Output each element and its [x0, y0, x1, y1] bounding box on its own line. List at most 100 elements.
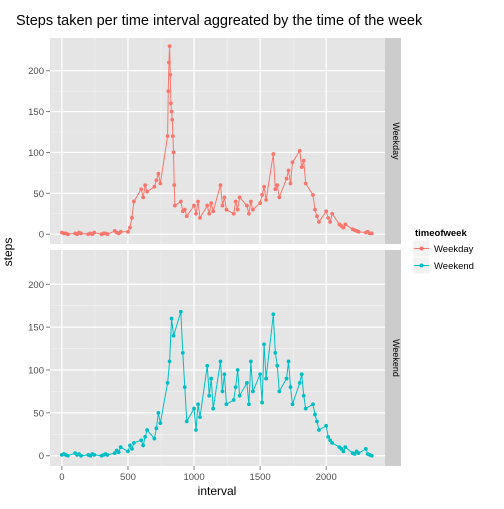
data-point-weekday: [126, 229, 130, 234]
data-point-weekday: [165, 134, 170, 138]
data-point-weekday: [167, 60, 171, 65]
y-axis-weekday-ticks: 0 50 100 150 200: [28, 66, 50, 241]
y-axis-weekend-ticks: 0 50 100 150 200: [28, 280, 50, 462]
x-axis-ticks: 0 500 1000 1500 2000: [59, 466, 337, 483]
data-point-weekday: [264, 197, 268, 202]
data-point-weekday: [172, 203, 177, 208]
data-point-weekend: [299, 372, 304, 377]
data-point-weekday: [222, 195, 227, 200]
data-point-weekday: [170, 117, 175, 122]
data-point-weekday: [192, 203, 196, 208]
data-point-weekday: [205, 203, 210, 208]
y-tick-label: 0: [39, 230, 44, 241]
data-point-weekend: [171, 333, 176, 338]
strip-weekday: [385, 38, 401, 244]
data-point-weekend: [169, 316, 174, 321]
data-point-weekday: [128, 225, 132, 230]
data-point-weekday: [172, 183, 177, 188]
data-point-weekend: [250, 389, 255, 394]
data-point-weekday: [184, 214, 189, 219]
data-point-weekend: [211, 406, 216, 411]
y-tick-label: 200: [28, 280, 44, 291]
data-point-weekend: [275, 363, 280, 368]
data-point-weekday: [118, 229, 123, 234]
data-point-weekend: [271, 312, 276, 317]
data-point-weekend: [326, 434, 331, 439]
data-point-weekend: [118, 445, 123, 450]
data-point-weekday: [284, 176, 289, 181]
data-point-weekend: [126, 449, 130, 454]
data-point-weekend: [207, 393, 212, 398]
data-point-weekend: [235, 368, 240, 372]
data-point-weekday: [65, 232, 70, 237]
data-point-weekend: [248, 359, 253, 364]
y-axis-label: steps: [1, 238, 15, 267]
data-point-weekend: [315, 419, 319, 424]
data-point-weekday: [303, 181, 308, 186]
data-point-weekday: [182, 207, 187, 212]
data-point-weekend: [218, 359, 223, 364]
data-point-weekday: [152, 184, 157, 189]
y-tick-label: 150: [28, 107, 44, 118]
data-point-weekday: [258, 201, 263, 206]
data-point-weekend: [328, 438, 333, 443]
data-point-weekday: [145, 189, 150, 194]
data-point-weekday: [330, 211, 335, 216]
data-point-weekday: [260, 193, 265, 197]
data-point-weekend: [141, 443, 146, 448]
data-point-weekday: [328, 220, 333, 224]
data-point-weekend: [158, 421, 163, 426]
data-point-weekday: [139, 187, 144, 192]
x-tick-label: 2000: [316, 472, 337, 483]
data-point-weekend: [356, 451, 361, 456]
data-point-weekend: [297, 380, 302, 385]
legend-label-weekday: Weekday: [434, 244, 474, 255]
data-point-weekend: [233, 385, 238, 390]
data-point-weekday: [288, 181, 293, 186]
y-tick-label: 100: [28, 148, 44, 159]
y-tick-label: 150: [28, 323, 44, 334]
data-point-weekday: [170, 134, 175, 138]
data-point-weekend: [317, 428, 321, 432]
data-point-weekday: [166, 89, 171, 94]
data-point-weekday: [262, 184, 266, 189]
data-point-weekend: [341, 449, 346, 454]
data-point-weekday: [220, 203, 225, 208]
data-point-weekend: [192, 406, 196, 411]
data-point-weekday: [290, 160, 295, 165]
data-point-weekday: [196, 199, 200, 204]
y-tick-label: 50: [33, 189, 44, 200]
data-point-weekday: [105, 232, 110, 237]
data-point-weekday: [237, 195, 242, 200]
x-tick-label: 1500: [250, 472, 271, 483]
data-point-weekend: [222, 372, 227, 377]
y-tick-label: 200: [28, 66, 44, 77]
data-point-weekday: [245, 203, 249, 208]
series-weekday: [59, 44, 374, 237]
data-point-weekend: [231, 398, 236, 402]
data-point-weekday: [79, 231, 83, 236]
data-point-weekday: [233, 199, 238, 204]
data-point-weekend: [65, 453, 70, 458]
data-point-weekend: [339, 446, 344, 451]
data-point-weekday: [343, 222, 348, 227]
panel-weekday-background: [50, 38, 385, 244]
data-point-weekend: [363, 446, 368, 451]
data-point-weekend: [311, 402, 315, 407]
data-point-weekday: [299, 165, 304, 170]
data-point-weekend: [277, 389, 282, 394]
data-point-weekday: [167, 44, 172, 49]
data-point-weekday: [231, 211, 236, 216]
data-point-weekend: [288, 385, 293, 390]
data-point-weekend: [209, 376, 214, 381]
data-point-weekend: [182, 385, 187, 390]
data-point-weekend: [156, 410, 161, 415]
data-point-weekday: [246, 211, 251, 216]
data-point-weekday: [198, 215, 202, 220]
data-point-weekday: [248, 199, 253, 204]
data-point-weekend: [245, 380, 249, 385]
y-tick-label: 0: [39, 451, 44, 462]
data-point-weekend: [139, 438, 144, 443]
data-point-weekday: [224, 207, 229, 212]
